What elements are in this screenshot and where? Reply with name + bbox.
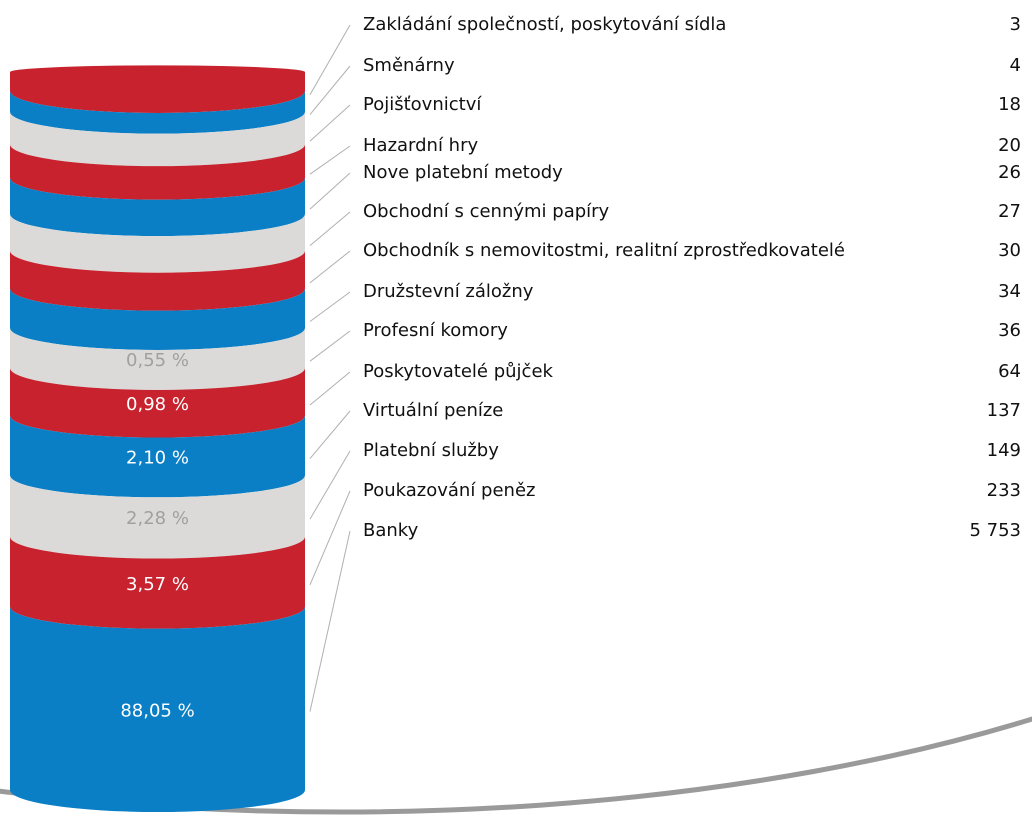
- cylinder-segment: [10, 606, 305, 812]
- value-label: 4: [1010, 55, 1021, 76]
- value-label: 20: [998, 135, 1021, 156]
- leader-line: [309, 371, 351, 406]
- cylinder-segment: [10, 415, 305, 498]
- value-label: 27: [998, 201, 1021, 222]
- value-label: 149: [987, 440, 1021, 461]
- leader-line: [309, 330, 351, 362]
- percent-label: 0,98 %: [126, 394, 189, 415]
- cylinder-segment: [10, 177, 305, 237]
- legend-label: Poskytovatelé půjček: [363, 361, 554, 382]
- leader-line: [309, 211, 351, 246]
- cylinder-segment: [10, 250, 305, 311]
- value-label: 18: [998, 94, 1021, 115]
- legend-label: Platební služby: [363, 440, 499, 461]
- cylinder-segment: [10, 214, 305, 273]
- legend-label: Pojišťovnictví: [363, 94, 482, 115]
- cylinder-segment: [10, 475, 305, 559]
- legend-label: Zakládání společností, poskytování sídla: [363, 14, 726, 35]
- percent-label: 3,57 %: [126, 574, 189, 595]
- cylinder-segment: [10, 327, 305, 390]
- leader-line: [309, 291, 351, 322]
- cylinder-segment: [10, 90, 305, 134]
- legend-label: Banky: [363, 520, 419, 541]
- value-label: 36: [998, 320, 1021, 341]
- leader-line: [309, 145, 351, 175]
- leader-line: [309, 530, 351, 712]
- percent-label: 0,55 %: [126, 350, 189, 371]
- legend-label: Obchodník s nemovitostmi, realitní zpros…: [363, 240, 845, 261]
- cylinder-segment: [10, 536, 305, 629]
- value-label: 30: [998, 240, 1021, 261]
- leader-line: [309, 450, 351, 520]
- legend-label: Směnárny: [363, 55, 455, 76]
- cylinder-segment: [10, 111, 305, 167]
- cylinder-segment: [10, 65, 305, 113]
- leader-line: [309, 65, 351, 115]
- cylinder-segment: [10, 144, 305, 200]
- legend-label: Profesní komory: [363, 320, 508, 341]
- leader-line: [309, 410, 351, 459]
- legend-label: Družstevní záložny: [363, 281, 534, 302]
- percent-label: 88,05 %: [120, 701, 194, 722]
- value-label: 233: [987, 480, 1021, 501]
- value-label: 64: [998, 361, 1021, 382]
- value-label: 137: [987, 400, 1021, 421]
- leader-line: [309, 104, 351, 142]
- legend-label: Nove platební metody: [363, 162, 563, 183]
- value-label: 3: [1010, 14, 1021, 35]
- leader-line: [309, 490, 351, 585]
- legend-label: Virtuální peníze: [363, 400, 503, 421]
- percent-label: 2,10 %: [126, 448, 189, 469]
- legend-label: Poukazování peněz: [363, 480, 535, 501]
- legend-label: Hazardní hry: [363, 135, 478, 156]
- legend-label: Obchodní s cennými papíry: [363, 201, 610, 222]
- cylinder-segment: [10, 367, 305, 438]
- value-label: 5 753: [969, 520, 1021, 541]
- leader-line: [309, 172, 351, 210]
- value-label: 26: [998, 162, 1021, 183]
- leader-line: [309, 250, 351, 284]
- leader-line: [309, 24, 351, 95]
- percent-label: 2,28 %: [126, 508, 189, 529]
- value-label: 34: [998, 281, 1021, 302]
- cylinder-segment: [10, 288, 305, 350]
